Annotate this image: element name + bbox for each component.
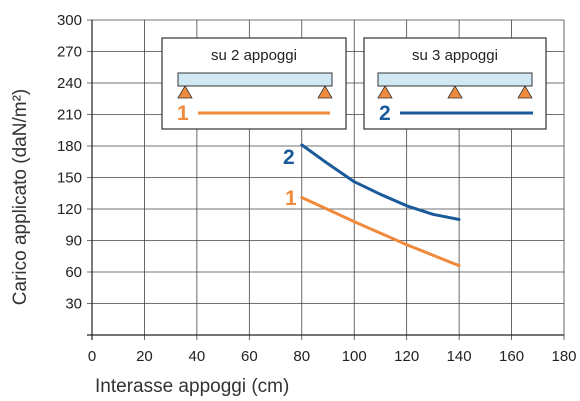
series-2-label: 2 bbox=[283, 146, 295, 169]
x-tick-label: 160 bbox=[499, 348, 524, 365]
y-tick-label: 180 bbox=[57, 138, 82, 155]
x-tick-label: 20 bbox=[136, 348, 153, 365]
x-tick-label: 140 bbox=[447, 348, 472, 365]
series-1-line bbox=[300, 196, 461, 268]
x-tick-label: 40 bbox=[189, 348, 206, 365]
legend-box-2-beam bbox=[377, 72, 533, 87]
y-tick-label: 90 bbox=[65, 233, 82, 250]
x-tick-label: 60 bbox=[241, 348, 258, 365]
support-icon bbox=[447, 85, 463, 99]
y-tick-label: 30 bbox=[65, 296, 82, 313]
y-axis-title: Carico applicato (daN/m²) bbox=[10, 89, 31, 305]
series-2-line bbox=[300, 143, 461, 221]
support-icon bbox=[177, 85, 193, 99]
x-tick-label: 80 bbox=[293, 348, 310, 365]
series-lines bbox=[300, 143, 461, 268]
y-tick-label: 150 bbox=[57, 170, 82, 187]
y-tick-label: 120 bbox=[57, 201, 82, 218]
legend-box-2: su 3 appoggi 2 bbox=[363, 37, 547, 130]
series-1-label: 1 bbox=[285, 187, 297, 210]
axes bbox=[87, 20, 564, 340]
support-icon bbox=[517, 85, 533, 99]
legend-box-1-title: su 2 appoggi bbox=[211, 47, 297, 64]
x-tick-label: 100 bbox=[342, 348, 367, 365]
x-tick-label: 180 bbox=[551, 348, 576, 365]
support-icon bbox=[317, 85, 333, 99]
tick-labels: 0 20 40 60 80 100 120 140 160 180 30 60 90 120 150 180 2… bbox=[57, 12, 577, 365]
legend-box-2-title: su 3 appoggi bbox=[412, 47, 498, 64]
x-tick-label: 0 bbox=[88, 348, 96, 365]
y-tick-label: 270 bbox=[57, 44, 82, 61]
legend-box-1-supports bbox=[177, 85, 333, 99]
legend-box-1: su 2 appoggi 1 bbox=[161, 37, 347, 130]
y-tick-label: 300 bbox=[57, 12, 82, 29]
y-tick-label: 240 bbox=[57, 75, 82, 92]
x-axis-title: Interasse appoggi (cm) bbox=[95, 376, 289, 397]
legend-box-2-number: 2 bbox=[379, 102, 391, 125]
y-tick-label: 210 bbox=[57, 107, 82, 124]
x-tick-label: 120 bbox=[394, 348, 419, 365]
legend-box-1-beam bbox=[177, 72, 333, 87]
support-icon bbox=[377, 85, 393, 99]
y-tick-label: 60 bbox=[65, 264, 82, 281]
legend-box-1-number: 1 bbox=[177, 102, 189, 125]
legend-box-2-supports bbox=[377, 85, 533, 99]
